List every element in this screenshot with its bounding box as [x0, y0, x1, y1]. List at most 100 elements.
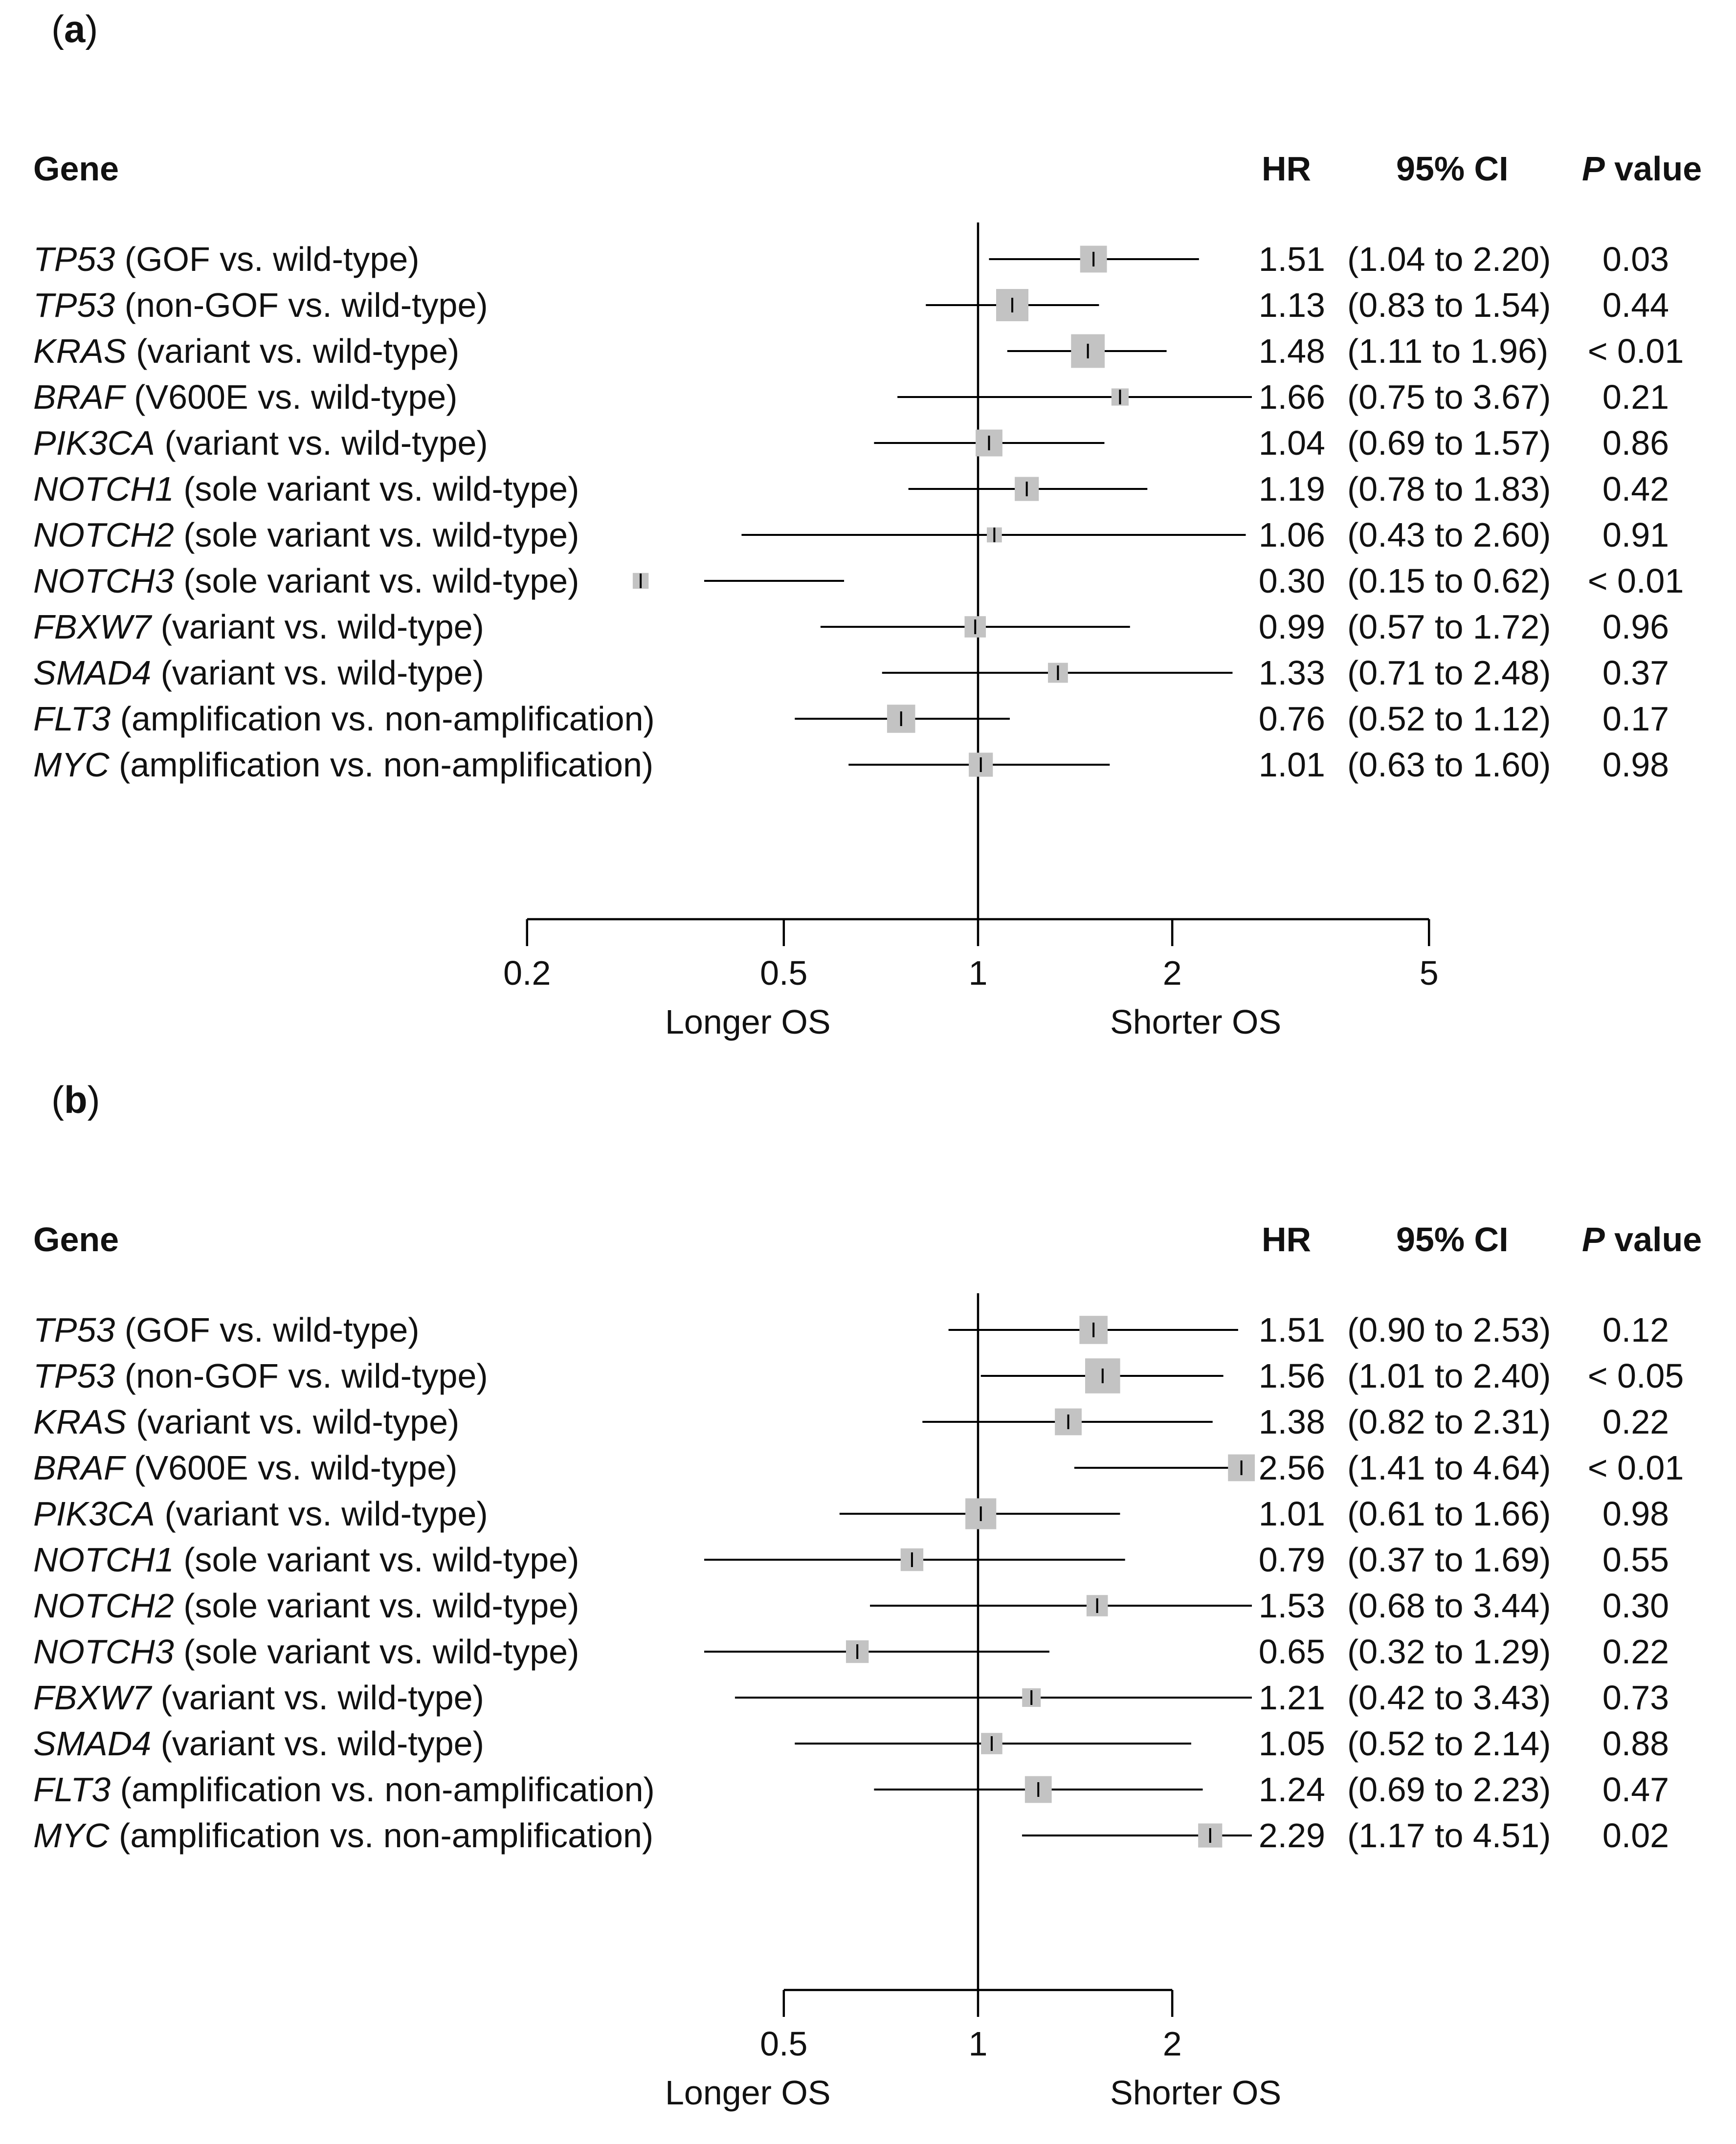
comparison-label: (variant vs. wild-type) — [151, 1679, 484, 1717]
table-row: TP53 (GOF vs. wild-type) 1.51 (1.04 to 2.2… — [0, 237, 1736, 281]
gene-label: NOTCH1 (sole variant vs. wild-type) — [33, 1538, 579, 1582]
gene-name: KRAS — [33, 332, 127, 370]
p-value: 0.98 — [1602, 1495, 1669, 1533]
p-value-header-letter: P — [1582, 1220, 1605, 1259]
p-value: < 0.01 — [1587, 562, 1684, 600]
gene-name: NOTCH3 — [33, 562, 174, 600]
ci-column-header: 95% CI — [1396, 1220, 1509, 1259]
hr-value: 1.51 — [1258, 1311, 1325, 1349]
comparison-label: (non-GOF vs. wild-type) — [115, 1357, 488, 1395]
table-row: NOTCH1 (sole variant vs. wild-type) 1.19 (… — [0, 467, 1736, 511]
gene-label: NOTCH1 (sole variant vs. wild-type) — [33, 467, 579, 511]
comparison-label: (variant vs. wild-type) — [151, 1724, 484, 1763]
gene-label: FBXW7 (variant vs. wild-type) — [33, 1676, 484, 1720]
gene-name: MYC — [33, 1816, 110, 1855]
p-value: 0.55 — [1602, 1541, 1669, 1579]
gene-label: FLT3 (amplification vs. non-amplificatio… — [33, 1768, 655, 1812]
hr-value: 0.65 — [1258, 1633, 1325, 1671]
comparison-label: (variant vs. wild-type) — [151, 608, 484, 646]
gene-label: SMAD4 (variant vs. wild-type) — [33, 651, 484, 695]
ci-value: (0.71 to 2.48) — [1347, 654, 1551, 692]
x-axis-tick-label: 0.5 — [760, 954, 808, 992]
table-row: KRAS (variant vs. wild-type) 1.48 (1.11 to… — [0, 329, 1736, 373]
ci-value: (0.78 to 1.83) — [1347, 470, 1551, 508]
table-row: MYC (amplification vs. non-amplification… — [0, 1813, 1736, 1857]
comparison-label: (variant vs. wild-type) — [151, 654, 484, 692]
table-row: BRAF (V600E vs. wild-type) 1.66 (0.75 to 3… — [0, 375, 1736, 419]
gene-label: BRAF (V600E vs. wild-type) — [33, 1446, 458, 1490]
gene-name: TP53 — [33, 1357, 115, 1395]
ci-value: (0.75 to 3.67) — [1347, 378, 1551, 416]
hr-value: 1.66 — [1258, 378, 1325, 416]
hr-value: 2.29 — [1258, 1816, 1325, 1855]
gene-label: KRAS (variant vs. wild-type) — [33, 329, 459, 373]
gene-name: SMAD4 — [33, 1724, 152, 1763]
gene-label: KRAS (variant vs. wild-type) — [33, 1400, 459, 1444]
longer-os-label: Longer OS — [665, 2074, 831, 2112]
gene-name: PIK3CA — [33, 1495, 155, 1533]
p-value: 0.12 — [1602, 1311, 1669, 1349]
gene-label: PIK3CA (variant vs. wild-type) — [33, 421, 488, 465]
ci-value: (1.41 to 4.64) — [1347, 1449, 1551, 1487]
p-value: < 0.05 — [1587, 1357, 1684, 1395]
comparison-label: (sole variant vs. wild-type) — [174, 1541, 579, 1579]
p-value-column-header: P value — [1582, 1222, 1702, 1257]
hr-value: 0.76 — [1258, 700, 1325, 738]
hr-value: 1.05 — [1258, 1724, 1325, 1763]
gene-label: TP53 (GOF vs. wild-type) — [33, 237, 420, 281]
table-row: KRAS (variant vs. wild-type) 1.38 (0.82 to… — [0, 1400, 1736, 1444]
gene-label: MYC (amplification vs. non-amplification… — [33, 743, 653, 787]
gene-label: SMAD4 (variant vs. wild-type) — [33, 1722, 484, 1766]
panel-letter: a — [64, 7, 86, 50]
comparison-label: (variant vs. wild-type) — [155, 1495, 488, 1533]
p-value: 0.44 — [1602, 286, 1669, 324]
gene-column-header: Gene — [33, 150, 119, 188]
ci-value: (0.68 to 3.44) — [1347, 1587, 1551, 1625]
table-row: TP53 (GOF vs. wild-type) 1.51 (0.90 to 2.5… — [0, 1308, 1736, 1352]
p-value: 0.17 — [1602, 700, 1669, 738]
x-axis-tick-label: 0.5 — [760, 2025, 808, 2063]
p-value: 0.22 — [1602, 1403, 1669, 1441]
gene-name: KRAS — [33, 1403, 127, 1441]
ci-value: (1.01 to 2.40) — [1347, 1357, 1551, 1395]
gene-name: NOTCH2 — [33, 516, 174, 554]
ci-value: (0.61 to 1.66) — [1347, 1495, 1551, 1533]
panel-letter: b — [64, 1078, 88, 1121]
hr-value: 1.56 — [1258, 1357, 1325, 1395]
hr-value: 0.30 — [1258, 562, 1325, 600]
p-value: 0.02 — [1602, 1816, 1669, 1855]
gene-label: TP53 (GOF vs. wild-type) — [33, 1308, 420, 1352]
hr-value: 1.01 — [1258, 746, 1325, 784]
forest-plot-graphic — [526, 222, 1430, 946]
table-row: NOTCH1 (sole variant vs. wild-type) 0.79 (… — [0, 1538, 1736, 1582]
p-value-header-letter: P — [1582, 150, 1605, 188]
table-row: SMAD4 (variant vs. wild-type) 1.05 (0.52 t… — [0, 1722, 1736, 1766]
ci-value: (0.57 to 1.72) — [1347, 608, 1551, 646]
ci-value: (0.69 to 2.23) — [1347, 1770, 1551, 1809]
forest-plot-graphic — [704, 1293, 1255, 2017]
ci-value: (0.83 to 1.54) — [1347, 286, 1551, 324]
ci-value: (0.90 to 2.53) — [1347, 1311, 1551, 1349]
table-row: FBXW7 (variant vs. wild-type) 1.21 (0.42 t… — [0, 1676, 1736, 1720]
gene-name: BRAF — [33, 1449, 125, 1487]
hr-value: 0.99 — [1258, 608, 1325, 646]
x-axis-tick-label: 0.2 — [503, 954, 551, 992]
comparison-label: (non-GOF vs. wild-type) — [115, 286, 488, 324]
p-value: 0.91 — [1602, 516, 1669, 554]
ci-value: (0.52 to 1.12) — [1347, 700, 1551, 738]
gene-name: TP53 — [33, 286, 115, 324]
p-value: 0.37 — [1602, 654, 1669, 692]
comparison-label: (sole variant vs. wild-type) — [174, 1633, 579, 1671]
panel-label: (a) — [51, 7, 98, 50]
hr-value: 1.33 — [1258, 654, 1325, 692]
p-value: 0.98 — [1602, 746, 1669, 784]
x-axis-tick-label: 1 — [968, 954, 988, 992]
hr-value: 1.38 — [1258, 1403, 1325, 1441]
hr-value: 0.79 — [1258, 1541, 1325, 1579]
comparison-label: (variant vs. wild-type) — [126, 1403, 460, 1441]
table-row: NOTCH2 (sole variant vs. wild-type) 1.06 (… — [0, 513, 1736, 557]
p-value: < 0.01 — [1587, 332, 1684, 370]
p-value-header-rest: value — [1604, 150, 1702, 188]
hr-value: 2.56 — [1258, 1449, 1325, 1487]
p-value: 0.96 — [1602, 608, 1669, 646]
